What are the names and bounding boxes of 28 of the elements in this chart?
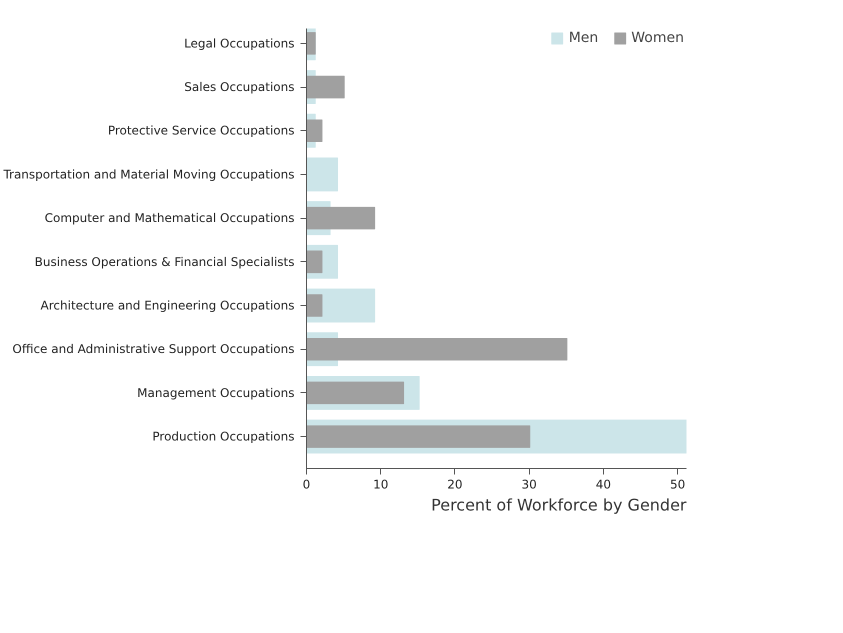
bar	[306, 119, 322, 142]
x-tick-label: 50	[670, 478, 686, 492]
bar	[306, 76, 345, 98]
y-tick-label: Business Operations & Financial Specialists	[34, 254, 294, 269]
bar	[306, 206, 376, 230]
bar	[306, 425, 530, 448]
bar	[306, 338, 568, 360]
x-tick-label: 20	[447, 478, 463, 492]
x-tick-label: 0	[302, 478, 310, 492]
y-tick-label: Protective Service Occupations	[108, 124, 295, 138]
y-tick-label: Office and Administrative Support Occupations	[12, 342, 295, 356]
x-axis-title: Percent of Workforce by Gender	[431, 496, 687, 514]
bar	[306, 382, 404, 404]
x-tick-label: 10	[373, 478, 388, 492]
legend-label: Women	[631, 30, 684, 46]
bar	[306, 157, 338, 192]
y-tick-label: Transportation and Material Moving Occupations	[2, 167, 295, 182]
x-tick-label: 40	[596, 478, 612, 492]
bar	[306, 250, 322, 274]
y-tick-label: Sales Occupations	[184, 80, 295, 94]
bar	[306, 294, 322, 317]
y-tick-label: Management Occupations	[137, 386, 295, 400]
legend-label: Men	[568, 30, 598, 46]
y-tick-label: Architecture and Engineering Occupations	[40, 298, 295, 313]
y-tick-label: Legal Occupations	[184, 36, 295, 50]
y-tick-label: Production Occupations	[152, 430, 295, 444]
y-tick-label: Computer and Mathematical Occupations	[44, 211, 295, 226]
x-tick-label: 30	[522, 478, 537, 492]
